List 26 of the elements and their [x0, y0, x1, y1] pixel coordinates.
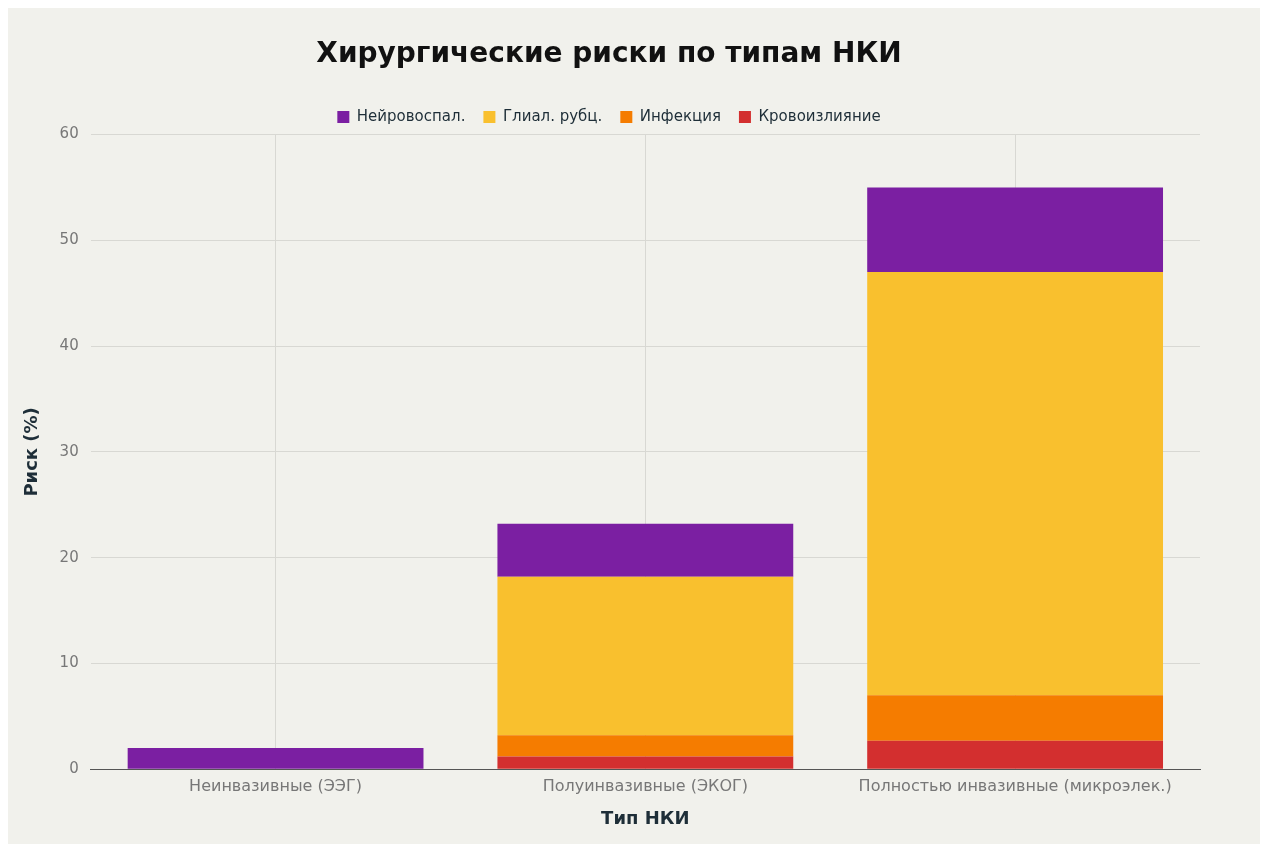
bar: [497, 576, 794, 736]
legend-label: Глиал. рубц.: [502, 106, 603, 125]
y-tick-label: 0: [69, 759, 79, 778]
bar: [867, 187, 1164, 273]
y-tick-label: 10: [59, 653, 79, 672]
x-tick-label: Полуинвазивные (ЭКОГ): [542, 775, 749, 795]
legend-label: Кровоизлияние: [758, 106, 881, 125]
bar: [867, 740, 1164, 769]
bar: [867, 272, 1164, 696]
y-tick-label: 40: [59, 336, 79, 355]
bar: [497, 735, 794, 757]
y-tick-label: 60: [59, 124, 79, 143]
bar: [127, 748, 424, 769]
x-tick-label: Неинвазивные (ЭЭГ): [189, 775, 363, 795]
bar: [497, 523, 794, 577]
x-tick-label: Полностью инвазивные (микроэлек.): [858, 775, 1172, 795]
y-axis-title: Риск (%): [20, 407, 42, 497]
chart-title: Хирургические риски по типам НКИ: [316, 36, 902, 70]
legend-label: Нейровоспал.: [356, 106, 466, 125]
x-axis-title: Тип НКИ: [601, 806, 690, 828]
bar: [867, 695, 1164, 741]
bar: [497, 756, 794, 769]
legend-label: Инфекция: [639, 106, 721, 125]
y-tick-label: 20: [59, 547, 79, 566]
y-tick-label: 30: [59, 441, 79, 460]
y-tick-label: 50: [59, 230, 79, 249]
